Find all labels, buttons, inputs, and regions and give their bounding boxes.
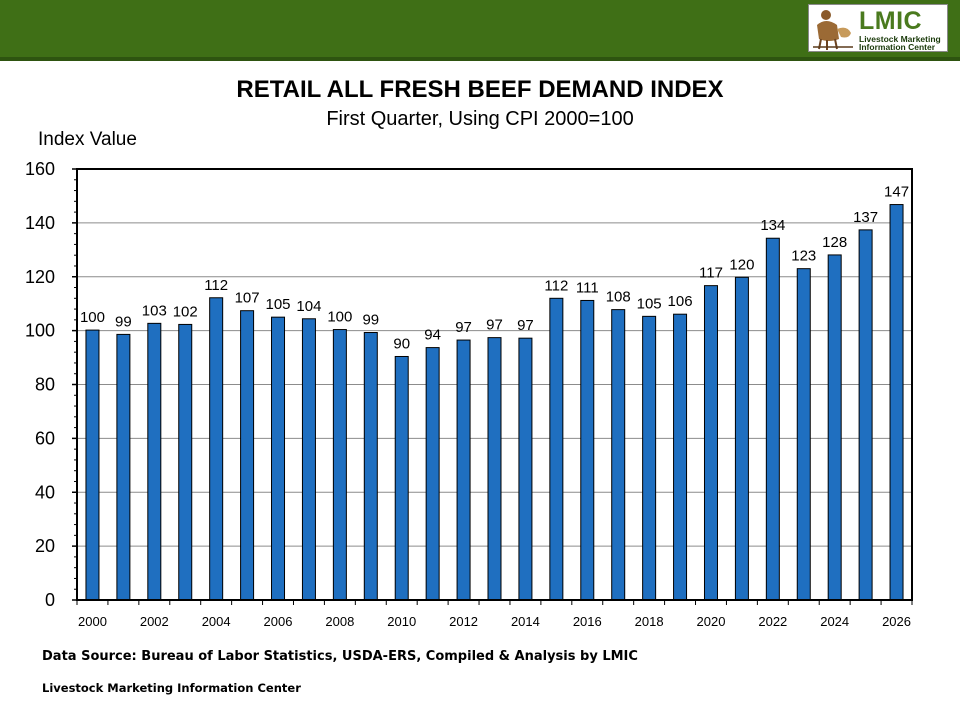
logo-text: LMIC (859, 7, 923, 35)
x-tick-label: 2008 (325, 614, 354, 629)
bar (456, 339, 471, 601)
x-tick-label: 2002 (140, 614, 169, 629)
bar (301, 318, 316, 601)
bar (116, 333, 131, 601)
x-tick-label: 2006 (264, 614, 293, 629)
x-tick-label: 2016 (573, 614, 602, 629)
logo-subtext-1: Livestock Marketing (859, 34, 941, 44)
y-tick-label: 120 (25, 267, 55, 287)
y-tick-label: 60 (35, 428, 55, 448)
data-label: 147 (884, 184, 909, 201)
data-label: 90 (393, 335, 410, 352)
data-label: 120 (729, 256, 754, 273)
bar (85, 329, 100, 601)
data-label: 97 (455, 319, 472, 336)
y-tick-label: 80 (35, 375, 55, 395)
data-label: 117 (699, 265, 723, 282)
y-axis-label: Index Value (38, 129, 137, 150)
data-label: 100 (80, 309, 105, 326)
x-tick-label: 2014 (511, 614, 540, 629)
bar (765, 237, 780, 601)
bar (703, 285, 718, 601)
logo-subtext-2: Information Center (859, 42, 936, 52)
bar (889, 204, 904, 601)
data-label: 111 (576, 279, 599, 296)
chart-title: RETAIL ALL FRESH BEEF DEMAND INDEX (236, 76, 724, 103)
bar (734, 276, 749, 601)
x-tick-label: 2020 (697, 614, 726, 629)
x-tick-label: 2010 (387, 614, 416, 629)
y-tick-label: 40 (35, 482, 55, 502)
data-label: 104 (296, 298, 321, 315)
data-label: 103 (142, 302, 167, 319)
bar (425, 347, 440, 601)
y-tick-label: 0 (45, 590, 55, 610)
bar (209, 297, 224, 601)
bar (271, 316, 286, 601)
bar (394, 355, 409, 601)
x-tick-label: 2004 (202, 614, 231, 629)
bar (673, 313, 688, 601)
data-label: 97 (517, 317, 534, 334)
data-label: 112 (204, 277, 228, 294)
y-tick-label: 160 (25, 159, 55, 179)
y-tick-label: 20 (35, 536, 55, 556)
x-tick-label: 2022 (758, 614, 787, 629)
livestock-emblem-icon (813, 10, 853, 50)
x-tick-label: 2000 (78, 614, 107, 629)
header-band-edge (0, 57, 960, 61)
data-label: 106 (668, 293, 693, 310)
x-tick-label: 2024 (820, 614, 849, 629)
lmic-logo: LMIC Livestock Marketing Information Cen… (808, 4, 948, 52)
bar (858, 229, 873, 601)
bar (580, 299, 595, 601)
bar (147, 322, 162, 601)
data-label: 105 (266, 296, 291, 313)
x-tick-label: 2026 (882, 614, 911, 629)
bar (487, 337, 502, 601)
data-label: 128 (822, 234, 847, 251)
data-label: 112 (544, 277, 568, 294)
bar (611, 309, 626, 601)
data-label: 99 (362, 312, 379, 329)
data-label: 137 (853, 209, 878, 226)
data-source-note: Data Source: Bureau of Labor Statistics,… (42, 649, 638, 664)
data-label: 107 (235, 290, 260, 307)
footer-org-name: Livestock Marketing Information Center (42, 681, 301, 695)
bar (178, 323, 193, 601)
data-label: 99 (115, 313, 132, 330)
x-tick-label: 2018 (635, 614, 664, 629)
bar (549, 297, 564, 601)
data-label: 134 (760, 217, 785, 234)
data-label: 123 (791, 248, 816, 265)
y-tick-label: 140 (25, 213, 55, 233)
chart-subtitle: First Quarter, Using CPI 2000=100 (326, 108, 634, 130)
bar (363, 332, 378, 601)
bar (642, 315, 657, 601)
data-label: 97 (486, 317, 503, 334)
data-label: 105 (637, 295, 662, 312)
y-tick-label: 100 (25, 321, 55, 341)
data-label: 94 (424, 327, 441, 344)
bar (332, 329, 347, 601)
data-label: 100 (327, 309, 352, 326)
bar (827, 254, 842, 601)
bar (240, 310, 255, 601)
bar (518, 337, 533, 601)
x-tick-label: 2012 (449, 614, 478, 629)
header-band (0, 0, 960, 60)
data-label: 108 (606, 289, 631, 306)
data-label: 102 (173, 303, 198, 320)
bar (796, 268, 811, 601)
